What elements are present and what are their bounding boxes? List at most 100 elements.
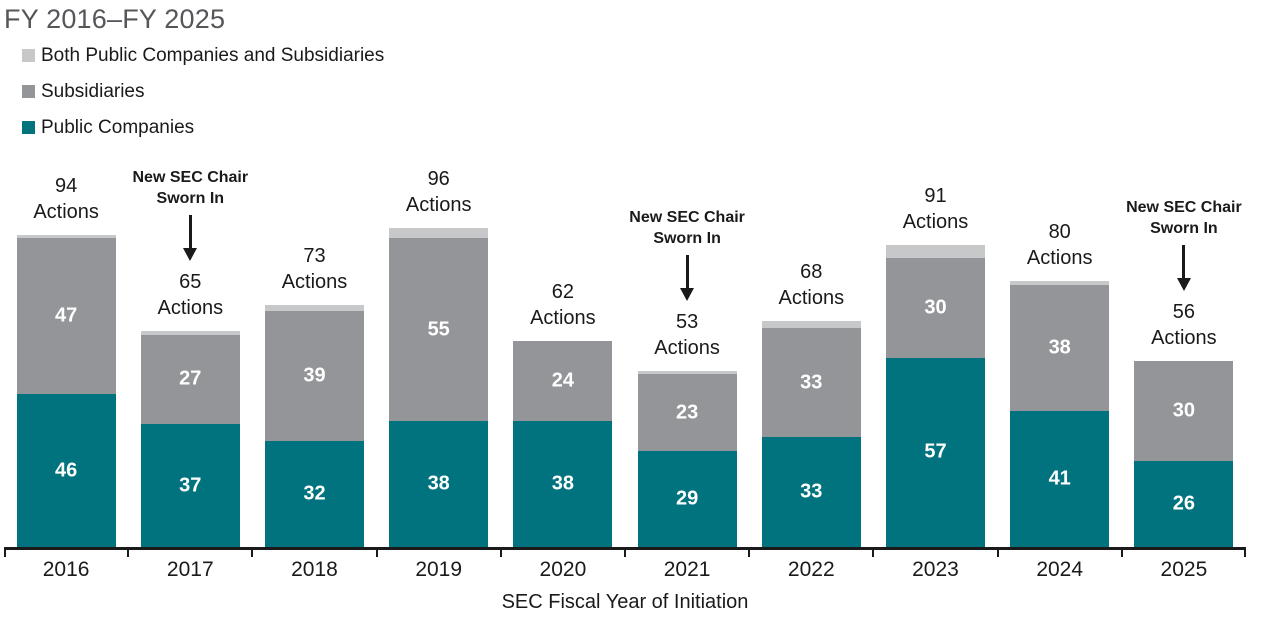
bar-segment-subsidiaries: 30: [886, 258, 985, 358]
legend-item-public-companies: Public Companies: [22, 117, 384, 153]
axis-tick: [4, 547, 6, 557]
x-axis-label-2020: 2020: [539, 558, 587, 581]
bar-total-suffix: Actions: [1026, 247, 1093, 270]
bar-value-label: 29: [675, 487, 699, 510]
bar-value-label: 33: [800, 480, 823, 503]
annotation-text: New SEC Chair Sworn In: [629, 209, 745, 248]
annotation-arrow-head-icon: [1176, 278, 1191, 292]
bar-segment-both-public-companies-and-subsidiaries: [16, 234, 116, 239]
annotation-arrow-stem: [1182, 245, 1186, 279]
axis-tick: [748, 547, 751, 557]
bar-segment-both-public-companies-and-subsidiaries: [761, 321, 861, 328]
bar-value-label: 41: [1048, 467, 1071, 490]
bar-segment-public-companies: 32: [265, 440, 364, 547]
bar-total-value: 73: [303, 244, 326, 267]
bar-segment-both-public-companies-and-subsidiaries: [637, 371, 737, 375]
bar-total-suffix: Actions: [33, 200, 99, 223]
x-axis-label-2024: 2024: [1036, 558, 1084, 581]
bar-total-value: 56: [1172, 301, 1196, 324]
bar-segment-subsidiaries: 33: [761, 327, 861, 438]
bar-segment-subsidiaries: 38: [1010, 284, 1110, 411]
bar-total-label: 62 Actions: [488, 279, 638, 331]
bar-total-label: 96 Actions: [364, 166, 514, 218]
axis-tick: [251, 547, 254, 557]
legend-item-subsidiaries: Subsidiaries: [22, 81, 384, 117]
x-axis-title: SEC Fiscal Year of Initiation: [501, 591, 749, 613]
bar-segment-both-public-companies-and-subsidiaries: [389, 228, 489, 239]
annotation-text: New SEC Chair Sworn In: [132, 169, 249, 208]
legend-swatch-both-icon: [22, 49, 35, 62]
bar-segment-subsidiaries: 23: [637, 374, 737, 451]
bar-value-label: 39: [303, 364, 326, 387]
x-axis-label-2017: 2017: [166, 558, 214, 581]
bar-value-label: 38: [1048, 336, 1071, 359]
bar-segment-public-companies: 29: [637, 450, 737, 547]
bar-total-value: 62: [551, 281, 575, 304]
x-axis-label-2019: 2019: [415, 558, 463, 581]
x-axis-label-2016: 2016: [42, 558, 90, 581]
axis-tick: [375, 547, 378, 557]
axis-tick: [996, 547, 999, 557]
axis-tick: [1244, 547, 1246, 557]
bar-total-suffix: Actions: [1151, 327, 1217, 350]
bar-segment-both-public-companies-and-subsidiaries: [140, 331, 240, 335]
bar-value-label: 57: [924, 440, 947, 463]
bar-total-suffix: Actions: [157, 297, 224, 320]
axis-tick: [872, 547, 875, 557]
bar-value-label: 27: [179, 367, 202, 390]
bar-segment-subsidiaries: 47: [16, 238, 116, 395]
bar-total-suffix: Actions: [281, 270, 348, 293]
bar-total-value: 91: [924, 184, 947, 207]
bar-segment-public-companies: 57: [886, 357, 985, 547]
annotation-text: New SEC Chair Sworn In: [1126, 199, 1242, 238]
x-axis-label-2018: 2018: [291, 558, 338, 581]
bar-total-suffix: Actions: [778, 287, 845, 310]
bar-value-label: 23: [675, 401, 699, 424]
bar-segment-public-companies: 38: [389, 420, 489, 547]
bar-total-value: 96: [427, 168, 450, 191]
bar-value-label: 24: [551, 369, 575, 392]
bar-value-label: 55: [427, 318, 450, 341]
x-axis-label-2021: 2021: [663, 558, 711, 581]
bar-value-label: 46: [54, 459, 78, 482]
axis-tick: [499, 547, 502, 557]
bar-segment-public-companies: 26: [1134, 460, 1234, 547]
bar-total-value: 68: [800, 261, 823, 284]
annotation-2025: New SEC Chair Sworn In: [1094, 197, 1274, 292]
axis-tick: [127, 547, 130, 557]
bar-total-label: 53 Actions: [612, 309, 762, 361]
bar-value-label: 30: [924, 296, 947, 319]
annotation-arrow-head-icon: [183, 248, 198, 262]
bar-total-suffix: Actions: [405, 194, 472, 217]
bar-segment-public-companies: 33: [761, 437, 861, 547]
bar-segment-public-companies: 38: [513, 420, 613, 547]
x-axis-label-2022: 2022: [787, 558, 835, 581]
legend-label-subsidiaries: Subsidiaries: [41, 81, 145, 102]
bar-total-label: 94 Actions: [0, 173, 141, 225]
bar-segment-public-companies: 37: [140, 424, 240, 547]
legend-swatch-public-companies-icon: [22, 121, 35, 134]
bar-segment-subsidiaries: 39: [265, 311, 364, 441]
bar-total-label: 91 Actions: [861, 183, 1011, 235]
bar-value-label: 38: [427, 472, 450, 495]
bar-total-label: 56 Actions: [1109, 299, 1259, 351]
legend-label-public-companies: Public Companies: [41, 117, 195, 138]
bar-total-suffix: Actions: [654, 337, 720, 360]
bar-total-value: 65: [179, 271, 202, 294]
bar-value-label: 32: [303, 482, 326, 505]
bar-total-suffix: Actions: [530, 307, 596, 330]
bar-value-label: 37: [179, 474, 202, 497]
bar-value-label: 26: [1172, 492, 1196, 515]
legend-label-both: Both Public Companies and Subsidiaries: [41, 45, 385, 66]
bar-value-label: 38: [551, 472, 575, 495]
bar-total-label: 65 Actions: [115, 269, 265, 321]
plot-area: 46 47 94 Actions 2016 37 27 65 Actions New SEC Ch…: [4, 0, 1246, 581]
x-axis-label-2023: 2023: [912, 558, 959, 581]
bar-segment-subsidiaries: 30: [1134, 361, 1234, 461]
bar-value-label: 33: [800, 371, 823, 394]
bar-total-value: 53: [675, 311, 699, 334]
chart-title: FY 2016–FY 2025: [4, 4, 226, 34]
bar-total-label: 73 Actions: [240, 243, 390, 295]
annotation-2021: New SEC Chair Sworn In: [597, 207, 777, 302]
